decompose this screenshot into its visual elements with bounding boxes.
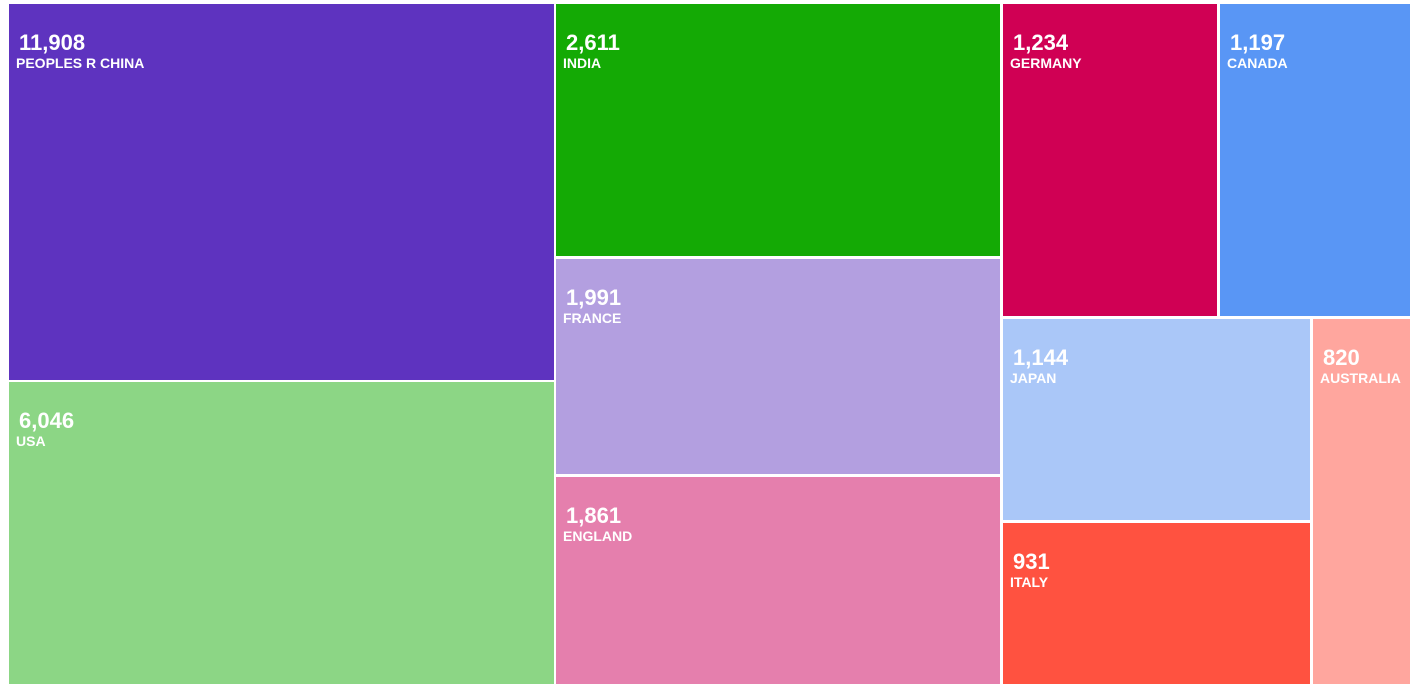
tile-value: 1,197 xyxy=(1230,30,1286,55)
tile-label: AUSTRALIA xyxy=(1320,370,1401,386)
tile-label: ENGLAND xyxy=(563,528,633,544)
tile-india[interactable]: 2,611 INDIA xyxy=(556,4,1000,256)
tile-canada[interactable]: 1,197 CANADA xyxy=(1220,4,1410,316)
tile-label: PEOPLES R CHINA xyxy=(16,55,145,71)
tile-australia[interactable]: 820 AUSTRALIA xyxy=(1313,319,1410,684)
tile-label: CANADA xyxy=(1227,55,1288,71)
tile-value: 820 xyxy=(1323,345,1360,370)
tile-usa[interactable]: 6,046 USA xyxy=(9,382,554,684)
tile-value: 1,991 xyxy=(566,285,622,310)
tile-label: FRANCE xyxy=(563,310,622,326)
tile-italy[interactable]: 931 ITALY xyxy=(1003,523,1310,684)
tile-label: USA xyxy=(16,433,46,449)
tile-label: JAPAN xyxy=(1010,370,1057,386)
tile-japan[interactable]: 1,144 JAPAN xyxy=(1003,319,1310,520)
tile-value: 6,046 xyxy=(19,408,75,433)
tile-peoples-r-china[interactable]: 11,908 PEOPLES R CHINA xyxy=(9,4,554,380)
tile-label: ITALY xyxy=(1010,574,1049,590)
tile-england[interactable]: 1,861 ENGLAND xyxy=(556,477,1000,684)
tile-value: 1,144 xyxy=(1013,345,1069,370)
tile-value: 1,861 xyxy=(566,503,622,528)
tile-label: GERMANY xyxy=(1010,55,1082,71)
tile-label: INDIA xyxy=(563,55,602,71)
tile-value: 931 xyxy=(1013,549,1050,574)
tile-france[interactable]: 1,991 FRANCE xyxy=(556,259,1000,474)
tile-value: 1,234 xyxy=(1013,30,1069,55)
tile-value: 11,908 xyxy=(19,30,86,55)
tile-value: 2,611 xyxy=(566,30,620,55)
tile-germany[interactable]: 1,234 GERMANY xyxy=(1003,4,1217,316)
